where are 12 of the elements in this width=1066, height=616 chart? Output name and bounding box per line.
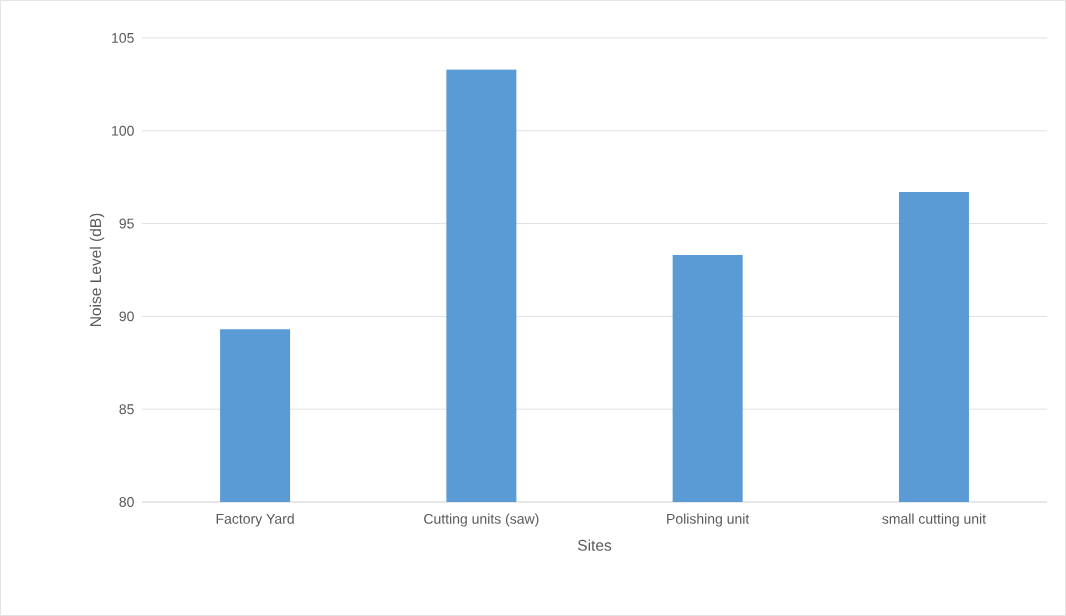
x-tick-label: Polishing unit [667,513,750,527]
y-tick-label: 95 [119,218,134,229]
y-tick-label: 90 [119,311,134,322]
x-tick-label: small cutting unit [882,513,986,527]
y-tick-label: 105 [112,32,134,43]
y-tick-label: 80 [119,497,134,507]
x-tick-label: Factory Yard [216,513,294,527]
y-axis-title: Noise Level (dB) [89,213,105,327]
y-tick-label: 100 [112,125,134,136]
y-tick-label: 85 [119,404,134,415]
x-axis-title: Sites [577,539,612,551]
x-tick-label: Cutting units (saw) [424,513,539,527]
